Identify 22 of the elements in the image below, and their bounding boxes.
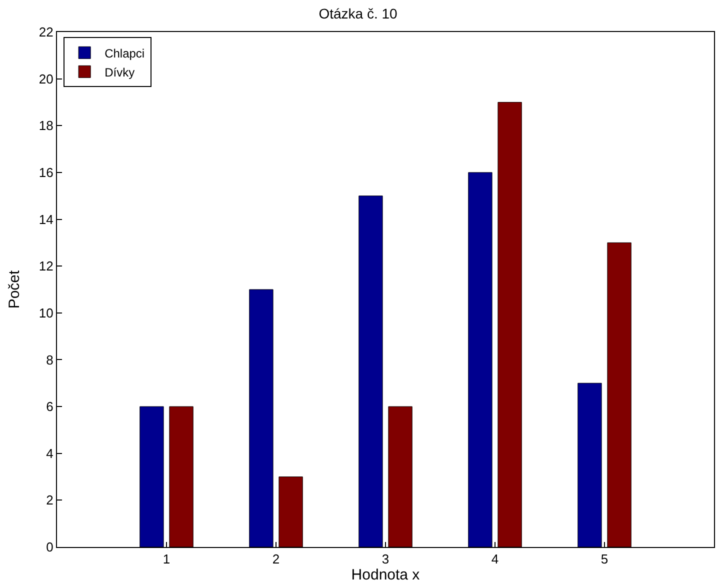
y-tick-label: 18 <box>38 118 54 134</box>
y-tick-label: 4 <box>46 446 54 461</box>
y-tick-label: 0 <box>46 540 54 555</box>
y-axis-title: Počet <box>6 269 24 309</box>
x-tick-label: 2 <box>272 552 280 567</box>
legend-label: Dívky <box>104 65 135 80</box>
chart-title: Otázka č. 10 <box>318 6 398 22</box>
y-tick-label: 16 <box>38 165 54 180</box>
y-tick-label: 14 <box>38 212 54 227</box>
x-tick-label: 5 <box>600 552 608 567</box>
x-axis-title: Hodnota x <box>351 566 420 584</box>
y-tick-label: 22 <box>38 24 54 40</box>
legend-label: Chlapci <box>104 46 145 60</box>
y-tick-label: 2 <box>46 492 54 508</box>
x-tick-label: 1 <box>162 552 170 567</box>
x-tick-label: 4 <box>491 552 499 567</box>
y-tick-label: 10 <box>38 305 54 320</box>
y-tick-label: 12 <box>38 258 54 274</box>
x-tick-label: 3 <box>382 552 390 567</box>
y-tick-label: 6 <box>46 399 54 414</box>
y-tick-label: 20 <box>38 71 54 86</box>
y-tick-label: 8 <box>46 352 54 368</box>
